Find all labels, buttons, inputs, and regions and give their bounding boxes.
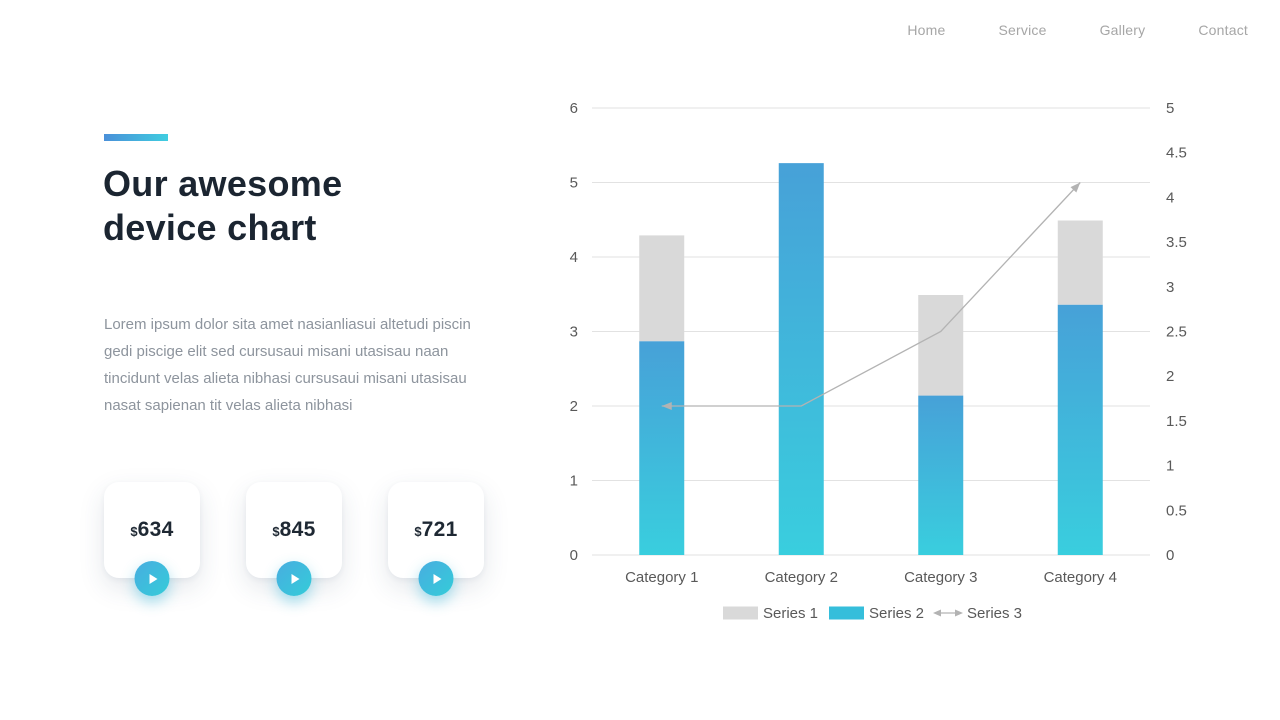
- card-play-button[interactable]: [418, 561, 454, 596]
- svg-text:Category 1: Category 1: [625, 569, 698, 586]
- legend-double-arrow-icon: [933, 609, 963, 617]
- nav-link-service[interactable]: Service: [998, 22, 1047, 38]
- chart-category-labels: Category 1 Category 2 Category 3 Category 4: [625, 569, 1117, 586]
- price-amount: 721: [421, 518, 458, 541]
- svg-text:Category 3: Category 3: [904, 569, 977, 586]
- currency-symbol: $: [272, 524, 280, 539]
- svg-text:1: 1: [570, 473, 578, 490]
- nav-link-home[interactable]: Home: [907, 22, 946, 38]
- svg-text:2: 2: [570, 398, 578, 415]
- svg-text:2.5: 2.5: [1166, 324, 1187, 341]
- play-icon: [433, 573, 442, 584]
- svg-text:Series 2: Series 2: [869, 605, 924, 622]
- price-cards: $634 $845 $721: [104, 482, 484, 596]
- svg-text:4.5: 4.5: [1166, 145, 1187, 162]
- price-card: $845: [246, 482, 342, 596]
- svg-text:Category 4: Category 4: [1044, 569, 1117, 586]
- play-icon: [291, 573, 300, 584]
- chart-bars: [639, 163, 1103, 555]
- bar-series2-cat2: [778, 163, 824, 555]
- svg-text:5: 5: [1166, 100, 1174, 117]
- svg-text:4: 4: [1166, 189, 1174, 206]
- bar-series1-cat1: [639, 235, 685, 342]
- nav-link-gallery[interactable]: Gallery: [1099, 22, 1146, 38]
- bar-series1-cat3: [918, 294, 964, 396]
- svg-text:Category 2: Category 2: [765, 569, 838, 586]
- svg-text:1.5: 1.5: [1166, 413, 1187, 430]
- price-amount: 634: [137, 518, 174, 541]
- top-nav: Home Service Gallery Contact: [907, 22, 1248, 38]
- svg-text:0: 0: [1166, 547, 1174, 564]
- currency-symbol: $: [414, 524, 422, 539]
- play-icon: [149, 573, 158, 584]
- bar-series1-cat4: [1057, 220, 1103, 305]
- price-value: $845: [246, 518, 342, 542]
- svg-text:5: 5: [570, 175, 578, 192]
- price-amount: 845: [279, 518, 316, 541]
- svg-text:2: 2: [1166, 368, 1174, 385]
- svg-text:4: 4: [570, 249, 578, 266]
- svg-text:0.5: 0.5: [1166, 502, 1187, 519]
- legend-swatch-series2: [829, 606, 864, 620]
- chart-legend: Series 1 Series 2 Series 3: [723, 605, 1022, 622]
- svg-text:0: 0: [570, 547, 578, 564]
- svg-text:6: 6: [570, 100, 578, 117]
- bar-series2-cat1: [639, 341, 685, 555]
- svg-text:3: 3: [570, 324, 578, 341]
- price-card: $721: [388, 482, 484, 596]
- card-play-button[interactable]: [276, 561, 312, 596]
- currency-symbol: $: [130, 524, 138, 539]
- price-value: $634: [104, 518, 200, 542]
- accent-bar: [104, 134, 168, 141]
- svg-text:3: 3: [1166, 279, 1174, 296]
- svg-text:Series 1: Series 1: [763, 605, 818, 622]
- legend-swatch-series1: [723, 606, 758, 620]
- intro-text: Lorem ipsum dolor sita amet nasianliasui…: [104, 316, 471, 414]
- price-value: $721: [388, 518, 484, 542]
- page-title: Our awesome device chart: [103, 163, 343, 248]
- nav-link-contact[interactable]: Contact: [1198, 22, 1248, 38]
- svg-text:3.5: 3.5: [1166, 234, 1187, 251]
- bar-series2-cat4: [1057, 304, 1103, 555]
- chart-right-axis-labels: 0 0.5 1 1.5 2 2.5 3 3.5 4 4.5 5: [1166, 100, 1187, 564]
- price-card: $634: [104, 482, 200, 596]
- chart-line-series3: [661, 182, 1081, 410]
- bar-series2-cat3: [918, 395, 964, 555]
- svg-text:Series 3: Series 3: [967, 605, 1022, 622]
- card-play-button[interactable]: [134, 561, 170, 596]
- chart-left-axis-labels: 0 1 2 3 4 5 6: [570, 100, 578, 564]
- svg-text:1: 1: [1166, 458, 1174, 475]
